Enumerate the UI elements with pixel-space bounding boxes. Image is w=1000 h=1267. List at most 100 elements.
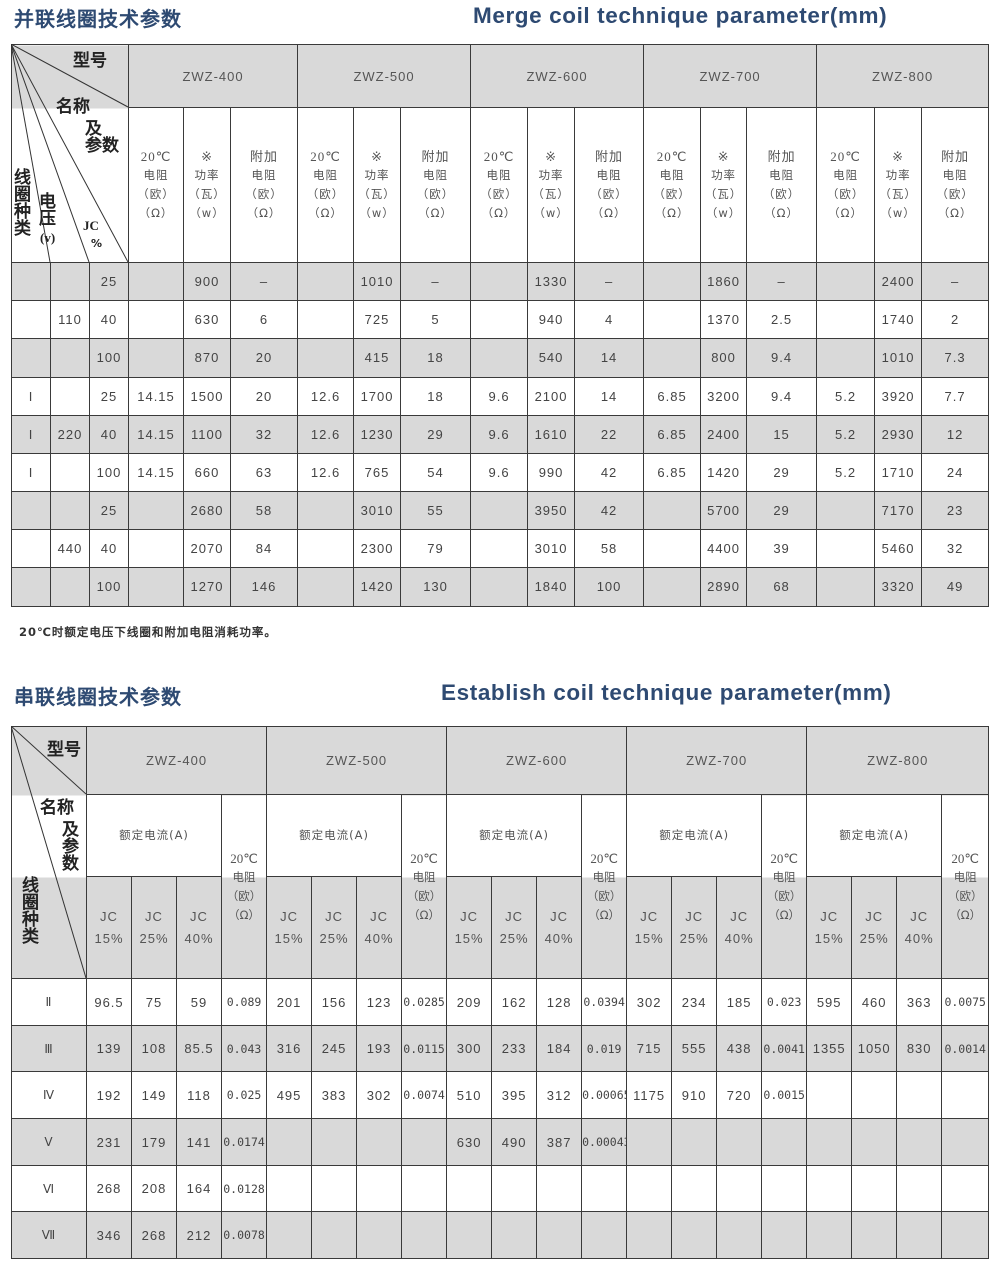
value-cell: 1370 xyxy=(700,300,748,339)
value-cell: 54 xyxy=(400,452,472,492)
value-cell: 540 xyxy=(527,338,576,378)
current-cell: 268 xyxy=(131,1211,177,1259)
header-line: 电阻 xyxy=(833,168,859,182)
header-row-current: 额定电流(A) 20℃ 电阻 （欧） （Ω） 额定电流(A) 20℃ 电阻 （欧） （Ω） 额定电流… xyxy=(12,794,990,979)
value-cell: – xyxy=(400,262,472,301)
jc-header-line: JC xyxy=(460,908,479,924)
current-cell: 212 xyxy=(176,1211,222,1259)
jc-cell: 100 xyxy=(88,567,130,607)
current-cell: 720 xyxy=(716,1071,763,1119)
jc-header-line: JC xyxy=(100,908,118,924)
header-line: 附加 xyxy=(595,149,624,164)
param-header: 附加 电阻 （欧） （Ω） xyxy=(574,107,645,263)
current-cell: 164 xyxy=(176,1165,222,1212)
header-line: 电阻 xyxy=(772,869,796,884)
header-line: 电阻 xyxy=(769,168,795,182)
corner-and-params-label: 及参数 xyxy=(62,820,79,874)
header-line: 20℃ xyxy=(410,850,438,866)
value-cell: 1010 xyxy=(353,262,402,301)
header-line: （Ω） xyxy=(308,206,343,220)
jc-cell: 100 xyxy=(88,338,130,378)
jc-header: JC 25% xyxy=(851,876,898,979)
jc-header-line: 40% xyxy=(184,930,214,946)
value-cell: 3950 xyxy=(527,491,576,530)
header-line: 功率 xyxy=(538,168,564,182)
value-cell: 3010 xyxy=(353,491,402,530)
table-row: Ⅶ 346 268 212 0.0078 xyxy=(11,1211,990,1259)
merge-title-en: Merge coil technique parameter(mm) xyxy=(473,3,888,28)
param-header: 附加 电阻 （欧） （Ω） xyxy=(230,107,299,263)
header-line: （w） xyxy=(189,206,225,220)
value-cell: 5460 xyxy=(874,529,923,568)
value-cell: 725 xyxy=(353,300,402,339)
current-cell: 830 xyxy=(896,1025,943,1072)
voltage-cell xyxy=(50,567,90,607)
value-cell: 3920 xyxy=(874,376,923,416)
value-cell: 1330 xyxy=(527,262,576,301)
current-cell: 108 xyxy=(131,1025,177,1072)
current-cell xyxy=(311,1118,358,1166)
corner-percent-label: % xyxy=(91,237,103,250)
header-row-jc: JC 15% JC 25% JC 40% JC 15% JC 25% JC 40% JC 15% JC 25%… xyxy=(12,876,989,979)
current-cell: 201 xyxy=(266,978,313,1026)
jc-header-line: JC xyxy=(550,908,569,924)
header-line: （瓦） xyxy=(704,187,743,201)
resistance-cell: 0.0115 xyxy=(401,1025,448,1072)
value-cell: 12.6 xyxy=(297,414,355,454)
resistance-cell: 0.0075 xyxy=(941,978,990,1026)
value-cell xyxy=(470,567,529,607)
header-line: （Ω） xyxy=(937,206,973,220)
param-header: ※ 功率 （瓦） （w） xyxy=(874,107,923,263)
value-cell: 9.4 xyxy=(746,338,818,378)
jc-header-line: JC xyxy=(505,908,524,924)
value-cell: 7170 xyxy=(874,491,923,530)
header-line: 20℃ xyxy=(310,149,341,164)
coil-type-cell xyxy=(11,491,51,530)
header-line: （欧） xyxy=(936,187,974,201)
header-line: （欧） xyxy=(766,888,802,903)
value-cell xyxy=(470,300,529,339)
current-cell xyxy=(806,1118,853,1166)
value-cell: 23 xyxy=(921,491,990,530)
table-row: Ⅱ 96.5 75 59 0.089 201 156 123 0.0285 209 162 128 0.… xyxy=(11,978,990,1026)
value-cell: 2680 xyxy=(183,491,232,530)
current-cell xyxy=(851,1118,898,1166)
value-cell: 1010 xyxy=(874,338,923,378)
value-cell: 29 xyxy=(746,452,818,492)
table-row: Ⅲ 139 108 85.5 0.043 316 245 193 0.0115 300 233 184… xyxy=(11,1025,990,1072)
corner-name-label: 名称 xyxy=(40,798,74,818)
jc-cell: 40 xyxy=(88,414,130,454)
jc-header-line: 15% xyxy=(454,930,484,946)
value-cell: 870 xyxy=(183,338,232,378)
header-line: 20℃ xyxy=(230,850,258,866)
header-row-models: ZWZ-400 ZWZ-500 ZWZ-600 ZWZ-700 ZWZ-800 xyxy=(10,44,990,263)
current-cell: 460 xyxy=(851,978,898,1026)
header-line: （w） xyxy=(705,206,742,220)
value-cell: 2890 xyxy=(700,567,748,607)
value-cell: 29 xyxy=(746,491,818,530)
value-cell: 5.2 xyxy=(816,452,876,492)
header-line: 电阻 xyxy=(251,168,277,182)
value-cell: 2070 xyxy=(183,529,232,568)
current-cell xyxy=(896,1071,943,1119)
current-cell xyxy=(446,1211,493,1259)
param-header: ※ 功率 （瓦） （w） xyxy=(700,107,748,263)
header-line: 功率 xyxy=(711,168,737,182)
model-header: ZWZ-400 xyxy=(85,726,268,795)
model-header: ZWZ-500 xyxy=(266,726,448,795)
model-header: ZWZ-700 xyxy=(626,726,808,795)
rated-current-header: 额定电流(A) xyxy=(806,794,943,877)
value-cell: 2100 xyxy=(527,376,576,416)
value-cell: 79 xyxy=(400,529,472,568)
header-line: 电阻 xyxy=(143,168,169,182)
value-cell xyxy=(297,567,355,607)
current-cell xyxy=(626,1211,673,1259)
jc-header: JC 15% xyxy=(806,876,853,979)
value-cell: 5 xyxy=(400,300,472,339)
jc-header-line: 25% xyxy=(139,930,169,946)
current-cell xyxy=(896,1165,943,1212)
current-cell xyxy=(266,1118,313,1166)
current-cell: 128 xyxy=(536,978,583,1026)
resistance-cell: 0.0394 xyxy=(581,978,628,1026)
current-cell xyxy=(491,1165,538,1212)
